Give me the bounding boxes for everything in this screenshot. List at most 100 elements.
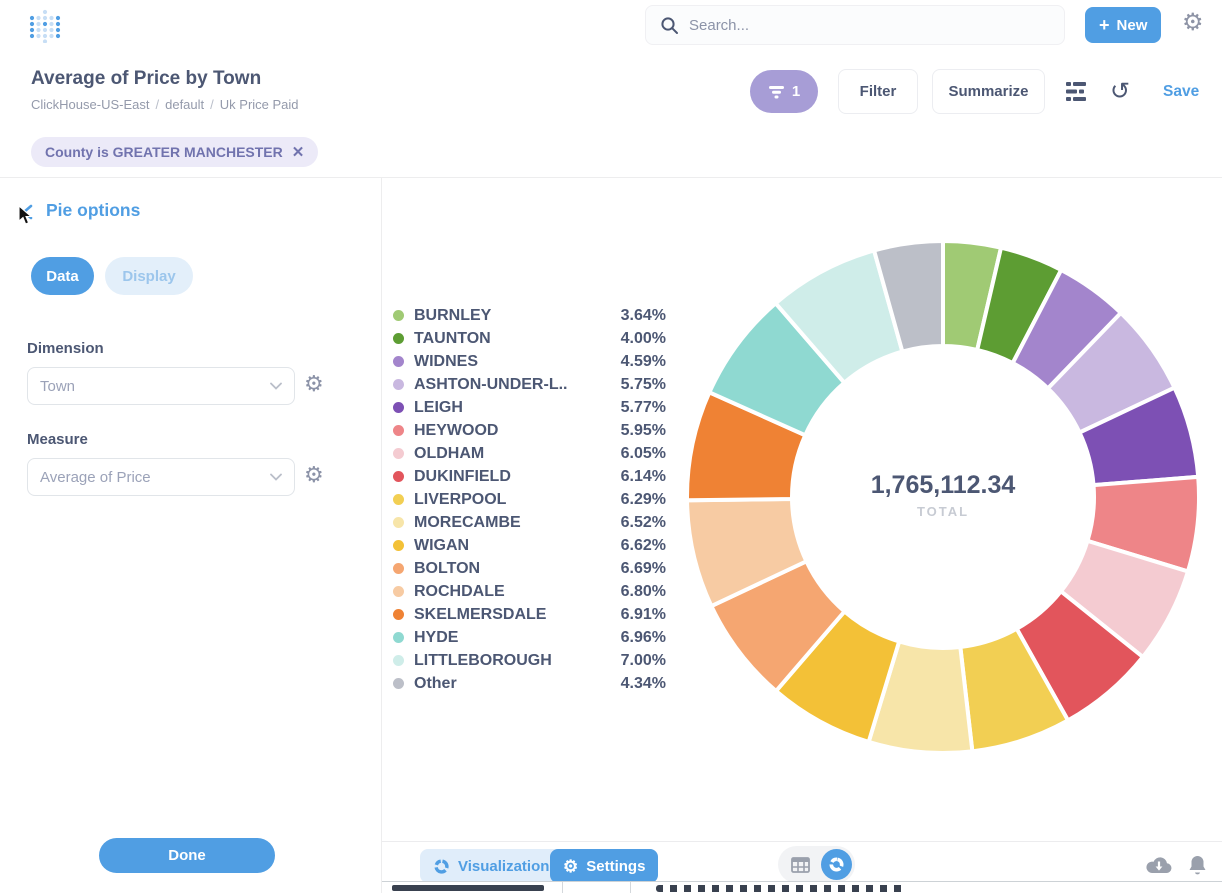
summarize-button[interactable]: Summarize [932, 69, 1045, 114]
settings-button-label: Settings [586, 857, 646, 875]
active-filter-count-pill[interactable]: 1 [750, 70, 818, 113]
breadcrumb-separator: / [155, 97, 160, 112]
filter-chip-close-icon[interactable]: ✕ [291, 144, 305, 161]
pie-chart-icon [829, 857, 844, 872]
legend-label: OLDHAM [414, 444, 485, 462]
back-chevron-icon[interactable] [21, 204, 35, 225]
visualization-button-label: Visualization [458, 857, 550, 875]
funnel-icon [768, 85, 784, 98]
table-column-border [630, 882, 631, 893]
legend-color-dot [393, 517, 404, 528]
legend-item[interactable]: ASHTON-UNDER-L.. 5.75% [393, 373, 666, 396]
legend-item[interactable]: TAUNTON 4.00% [393, 327, 666, 350]
legend-percent: 6.29% [620, 490, 666, 508]
summarize-button-label: Summarize [948, 83, 1029, 100]
refresh-icon[interactable]: ↺ [1110, 78, 1131, 105]
done-button-label: Done [168, 847, 206, 864]
legend-percent: 5.77% [620, 398, 666, 416]
legend-item[interactable]: LEIGH 5.77% [393, 396, 666, 419]
legend-percent: 6.05% [620, 444, 666, 462]
legend-item[interactable]: Other 4.34% [393, 672, 666, 695]
bell-icon[interactable] [1188, 855, 1207, 876]
metabase-logo[interactable] [27, 7, 63, 48]
pie-chart-icon [434, 858, 449, 874]
legend-percent: 6.96% [620, 628, 666, 646]
legend-label: TAUNTON [414, 329, 491, 347]
legend-item[interactable]: ROCHDALE 6.80% [393, 580, 666, 603]
filter-chip[interactable]: County is GREATER MANCHESTER ✕ [31, 137, 319, 167]
admin-gear-icon[interactable]: ⚙ [1182, 9, 1204, 36]
breadcrumb-separator: / [210, 97, 214, 112]
legend-label: HEYWOOD [414, 421, 499, 439]
legend-item[interactable]: LIVERPOOL 6.29% [393, 488, 666, 511]
legend-color-dot [393, 471, 404, 482]
table-view-icon[interactable] [791, 856, 810, 873]
legend-label: LIVERPOOL [414, 490, 507, 508]
legend-percent: 6.80% [620, 582, 666, 600]
settings-button[interactable]: ⚙ Settings [550, 849, 659, 883]
logo-dots-icon [29, 9, 61, 44]
header-divider [0, 177, 1222, 178]
legend-item[interactable]: LITTLEBOROUGH 7.00% [393, 649, 666, 672]
tab-display[interactable]: Display [105, 257, 193, 295]
legend-color-dot [393, 448, 404, 459]
dimension-settings-gear-icon[interactable]: ⚙ [304, 371, 324, 396]
legend-item[interactable]: OLDHAM 6.05% [393, 442, 666, 465]
download-icon[interactable] [1146, 855, 1172, 874]
search-input[interactable]: Search... [645, 5, 1065, 45]
legend-color-dot [393, 655, 404, 666]
legend-color-dot [393, 678, 404, 689]
chevron-down-icon [270, 382, 282, 390]
done-button[interactable]: Done [99, 838, 275, 873]
legend-color-dot [393, 310, 404, 321]
clipped-table-text [656, 885, 906, 892]
clipped-table-text [392, 885, 544, 891]
chevron-down-icon [270, 473, 282, 481]
legend-color-dot [393, 586, 404, 597]
legend-item[interactable]: MORECAMBE 6.52% [393, 511, 666, 534]
filter-button[interactable]: Filter [838, 69, 918, 114]
measure-settings-gear-icon[interactable]: ⚙ [304, 462, 324, 487]
dimension-select[interactable]: Town [27, 367, 295, 405]
tab-display-label: Display [122, 267, 176, 285]
dimension-value: Town [40, 377, 76, 395]
tab-data[interactable]: Data [31, 257, 94, 295]
notebook-editor-icon[interactable] [1066, 81, 1088, 107]
search-icon [661, 16, 678, 34]
list-rows-icon [1066, 82, 1086, 101]
legend-label: WIGAN [414, 536, 470, 554]
legend-label: LITTLEBOROUGH [414, 651, 552, 669]
breadcrumb-item[interactable]: default [165, 97, 205, 112]
legend-item[interactable]: BOLTON 6.69% [393, 557, 666, 580]
legend-item[interactable]: SKELMERSDALE 6.91% [393, 603, 666, 626]
legend-item[interactable]: BURNLEY 3.64% [393, 304, 666, 327]
settings-gear-icon: ⚙ [563, 856, 579, 876]
page-title: Average of Price by Town [31, 68, 262, 89]
legend-color-dot [393, 632, 404, 643]
measure-label: Measure [27, 431, 88, 448]
legend-percent: 4.59% [620, 352, 666, 370]
visualization-button[interactable]: Visualization [420, 849, 563, 883]
legend-item[interactable]: HYDE 6.96% [393, 626, 666, 649]
pie-slice[interactable] [871, 238, 945, 355]
new-button[interactable]: + New [1085, 7, 1162, 43]
pie-options-sidebar [0, 178, 382, 893]
legend-item[interactable]: HEYWOOD 5.95% [393, 419, 666, 442]
legend-color-dot [393, 494, 404, 505]
legend-label: BOLTON [414, 559, 481, 577]
measure-select[interactable]: Average of Price [27, 458, 295, 496]
breadcrumb-item[interactable]: Uk Price Paid [219, 97, 299, 112]
donut-chart [683, 237, 1203, 757]
legend-item[interactable]: WIDNES 4.59% [393, 350, 666, 373]
chart-view-toggle-active[interactable] [821, 849, 852, 880]
breadcrumb-item[interactable]: ClickHouse-US-East [31, 97, 150, 112]
legend-label: WIDNES [414, 352, 478, 370]
legend-color-dot [393, 563, 404, 574]
save-button[interactable]: Save [1163, 83, 1200, 100]
sidebar-title: Pie options [46, 200, 141, 220]
legend-percent: 6.69% [620, 559, 666, 577]
legend-item[interactable]: WIGAN 6.62% [393, 534, 666, 557]
legend-percent: 6.62% [620, 536, 666, 554]
legend-item[interactable]: DUKINFIELD 6.14% [393, 465, 666, 488]
